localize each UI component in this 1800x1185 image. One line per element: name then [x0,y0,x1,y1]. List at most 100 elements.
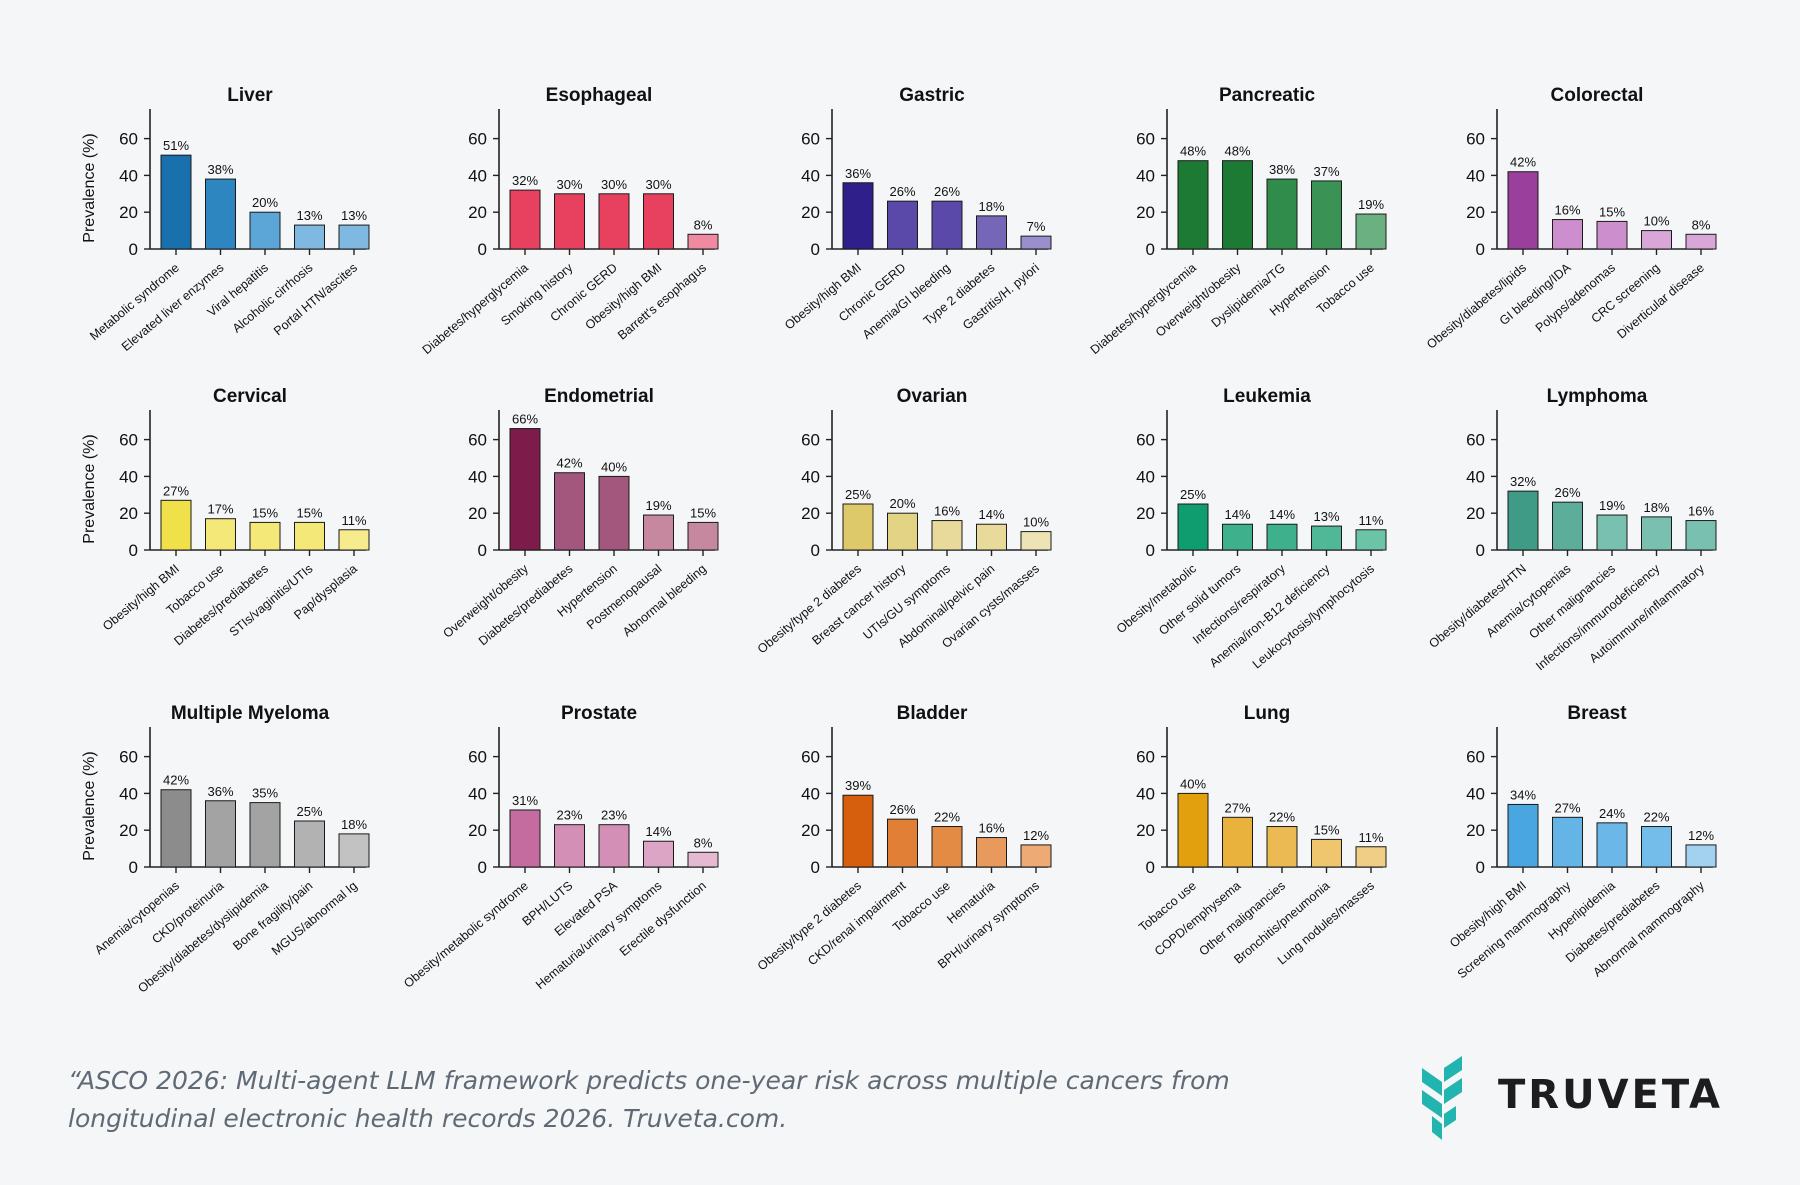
bar-value-label: 48% [1224,144,1250,159]
x-category-label: STIs/vaginitis/UTIs [227,562,316,640]
bar [1355,529,1387,551]
y-tick-label: 60 [468,130,487,149]
chart-title: Lymphoma [1547,386,1648,407]
x-category-label: MGUS/abnormal Ig [269,879,360,959]
y-axis-label: Prevalence (%) [81,751,98,860]
y-tick-label: 0 [1146,541,1155,560]
chart-cervical: Cervical 0 20 40 60 Prevalence (%) 27% Obesity/… [81,386,370,648]
x-category-label: Obesity/metabolic syndrome [401,879,531,991]
bar [205,518,236,551]
bar-value-label: 35% [252,786,278,801]
bar-value-label: 48% [1180,144,1206,159]
y-tick-label: 0 [811,541,820,560]
bar-value-label: 39% [845,778,871,793]
bar [842,182,874,250]
bar [160,499,192,551]
bar-value-label: 15% [252,505,278,520]
y-tick-label: 20 [801,203,820,222]
bar [554,824,585,868]
y-tick-label: 20 [119,504,138,523]
bar-value-label: 17% [207,502,233,517]
bar-value-label: 20% [889,496,915,511]
bar [643,840,674,868]
chart-title: Bladder [897,703,968,724]
bar [598,193,630,250]
bar-value-label: 25% [296,804,322,819]
y-tick-label: 60 [1466,431,1485,450]
bar-value-label: 26% [889,184,915,199]
bar [1552,501,1583,551]
chart-title: Breast [1567,703,1627,724]
bar [509,809,541,868]
x-category-label: Portal HTN/ascites [271,261,360,339]
bar [931,520,963,551]
y-tick-label: 0 [478,858,487,877]
bar [1177,503,1209,551]
bar-value-label: 22% [1269,810,1295,825]
bar [509,428,541,551]
bar [931,200,963,250]
y-tick-label: 20 [801,821,820,840]
bar-value-label: 18% [341,817,367,832]
bar [1596,514,1628,551]
bar-value-label: 40% [601,459,627,474]
chart-title: Liver [227,85,273,106]
y-axis-label: Prevalence (%) [81,133,98,242]
x-category-label: Abnormal bleeding [620,562,709,640]
bar [554,472,585,551]
bar [887,818,918,868]
bar-value-label: 66% [512,412,538,427]
x-category-label: Obesity/high BMI [782,261,864,333]
x-category-label: Gastritis/H. pylori [960,261,1042,333]
y-tick-label: 40 [1466,784,1485,803]
chart-prostate: Prostate 0 20 40 60 31% Obesity/metabolic synd… [401,703,719,992]
bar-value-label: 34% [1510,787,1536,802]
chart-colorectal: Colorectal020406042%Obesity/diabetes/lip… [1424,85,1717,352]
truveta-mark-icon [1422,1056,1462,1140]
bar-value-label: 12% [1688,828,1714,843]
y-tick-label: 40 [119,467,138,486]
x-category-label: Obesity/metabolic [1114,562,1199,637]
x-category-label: Erectile dysfunction [617,879,709,959]
bar-value-label: 13% [1313,509,1339,524]
bar [1020,235,1052,250]
bar [976,523,1007,551]
bar [509,189,541,250]
y-tick-label: 0 [129,541,138,560]
bar [294,521,325,551]
chart-pancreatic: Pancreatic020406048%Diabetes/hyperglycem… [1088,85,1387,357]
y-tick-label: 40 [801,784,820,803]
bar-value-label: 20% [252,195,278,210]
y-tick-label: 20 [119,821,138,840]
bar-value-label: 19% [645,498,671,513]
y-tick-label: 20 [468,504,487,523]
y-tick-label: 60 [1466,130,1485,149]
bar [931,826,963,868]
bar-value-label: 11% [1358,513,1383,528]
bar [294,224,325,250]
bar-value-label: 40% [1180,776,1206,791]
chart-leukemia: Leukemia 0 20 40 60 25% Obesity/metabolic 14% Ot… [1114,386,1387,671]
bar [1311,525,1342,551]
bar [1177,792,1209,868]
bar-value-label: 11% [341,513,366,528]
bar-value-label: 16% [978,821,1004,836]
bar [1266,178,1298,250]
bar [1222,160,1253,250]
bar-value-label: 38% [207,162,233,177]
bar-value-label: 14% [645,824,671,839]
bar-value-label: 27% [1224,800,1250,815]
bar-value-label: 18% [978,199,1004,214]
y-tick-label: 40 [119,166,138,185]
y-tick-label: 20 [801,504,820,523]
x-category-label: Bone fragility/pain [230,879,315,954]
y-tick-label: 20 [468,821,487,840]
y-tick-label: 60 [1466,748,1485,767]
bar-value-label: 25% [1180,487,1206,502]
bar [1552,816,1583,868]
bar [1311,180,1342,250]
